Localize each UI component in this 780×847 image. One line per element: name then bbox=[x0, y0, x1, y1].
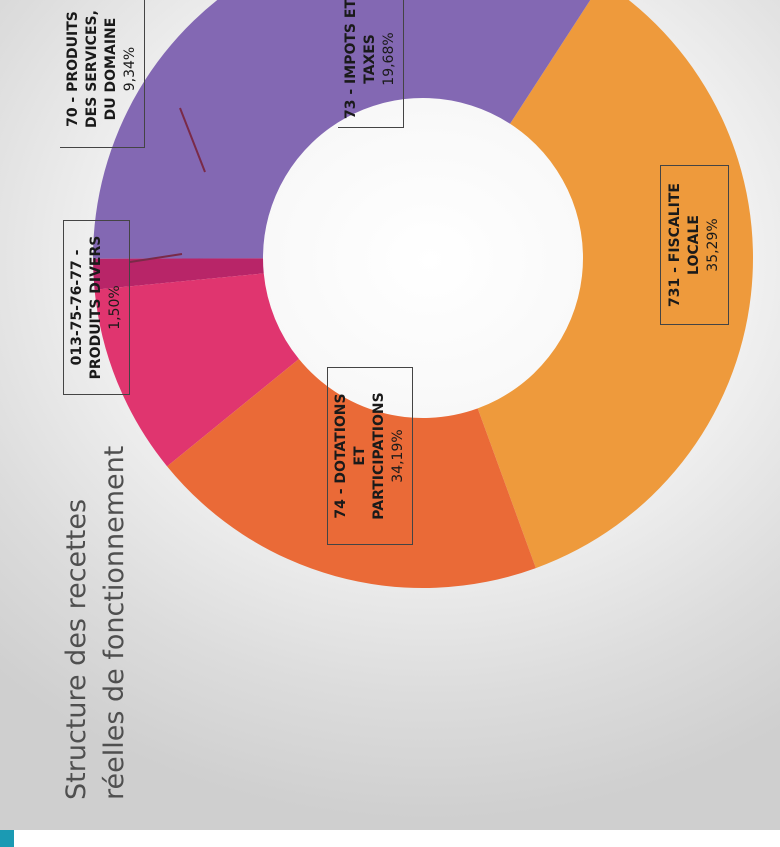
label-services-line-3: DU DOMAINE bbox=[103, 17, 119, 121]
label-divers-line-1: 013-75-76-77 - bbox=[69, 249, 85, 366]
label-impots-taxes: 73 - IMPOTS ET TAXES 19,68% bbox=[338, 0, 404, 128]
slice-produits-divers bbox=[93, 258, 264, 290]
label-divers-line-2: PRODUITS DIVERS bbox=[88, 235, 104, 380]
label-services-pct: 9,34% bbox=[122, 46, 138, 92]
label-impots-line-1: 73 - IMPOTS ET bbox=[343, 0, 359, 119]
label-fiscalite-locale: 731 - FISCALITE LOCALE 35,29% bbox=[660, 165, 729, 325]
label-divers-pct: 1,50% bbox=[107, 285, 123, 330]
label-produits-divers: 013-75-76-77 - PRODUITS DIVERS 1,50% bbox=[63, 220, 130, 395]
label-impots-line-2: TAXES bbox=[362, 34, 378, 84]
label-impots-pct: 19,68% bbox=[381, 32, 397, 86]
label-services-line-2: DES SERVICES, bbox=[84, 10, 100, 128]
label-dotations: 74 - DOTATIONS ET PARTICIPATIONS 34,19% bbox=[327, 367, 413, 545]
chart-title-line-1: Structure des recettes bbox=[61, 498, 92, 800]
accent-bar bbox=[0, 830, 14, 847]
label-dotations-pct: 34,19% bbox=[390, 429, 406, 483]
label-dotations-line-3: PARTICIPATIONS bbox=[371, 392, 387, 520]
slice-dotations bbox=[92, 0, 591, 259]
chart-title: Structure des recettes réelles de foncti… bbox=[58, 445, 168, 800]
label-fiscalite-line-1: 731 - FISCALITE bbox=[667, 183, 683, 307]
label-fiscalite-pct: 35,29% bbox=[705, 218, 721, 272]
donut-slices bbox=[92, 0, 754, 588]
bottom-strip bbox=[0, 830, 780, 847]
slice-produits-services bbox=[94, 273, 299, 467]
leader-lines bbox=[129, 107, 206, 263]
label-dotations-line-1: 74 - DOTATIONS bbox=[333, 393, 349, 519]
slice-fiscalite-locale bbox=[477, 0, 754, 569]
label-fiscalite-line-2: LOCALE bbox=[686, 215, 702, 275]
label-services-line-1: 70 - PRODUITS bbox=[65, 11, 81, 127]
leader-line-services bbox=[179, 107, 206, 173]
chart-title-line-2: réelles de fonctionnement bbox=[99, 445, 130, 800]
donut-chart bbox=[92, 0, 754, 588]
label-produits-services: 70 - PRODUITS DES SERVICES, DU DOMAINE 9… bbox=[60, 0, 145, 148]
label-dotations-line-2: ET bbox=[352, 446, 368, 466]
slice-impots-taxes bbox=[167, 359, 536, 588]
leader-line-divers bbox=[129, 253, 183, 263]
